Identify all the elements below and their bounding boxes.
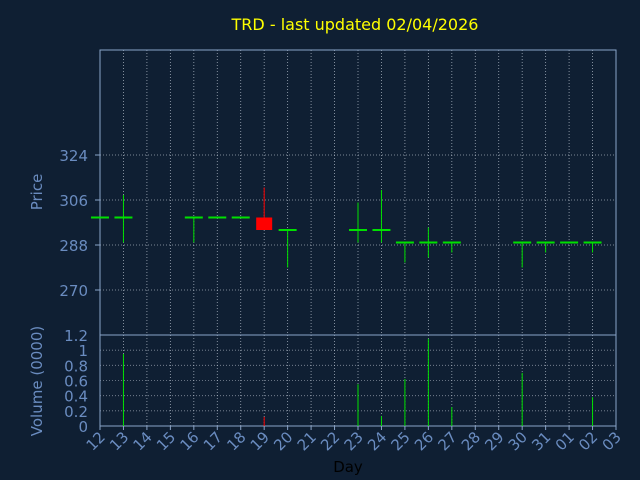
x-tick-label: 14 bbox=[130, 428, 156, 454]
x-axis: 1213141516171819202122232425262728293031… bbox=[83, 426, 625, 454]
x-tick-label: 24 bbox=[364, 428, 390, 454]
x-tick-label: 28 bbox=[458, 428, 484, 454]
volume-tick-label: 0.6 bbox=[64, 373, 88, 391]
price-axis-label: Price bbox=[28, 174, 46, 211]
volume-axis-label: Volume (0000) bbox=[28, 326, 46, 436]
candle-body bbox=[256, 217, 273, 230]
volume-panel: 00.20.40.60.811.2 bbox=[64, 327, 617, 436]
x-tick-label: 30 bbox=[505, 428, 531, 454]
x-tick-label: 31 bbox=[528, 428, 554, 454]
x-tick-label: 02 bbox=[575, 428, 601, 454]
x-tick-label: 25 bbox=[388, 428, 414, 454]
x-tick-label: 26 bbox=[411, 428, 437, 454]
x-tick-label: 23 bbox=[341, 428, 367, 454]
volume-tick-label: 1.2 bbox=[64, 327, 88, 345]
x-tick-label: 21 bbox=[294, 428, 320, 454]
x-tick-label: 27 bbox=[434, 428, 460, 454]
x-tick-label: 19 bbox=[247, 428, 273, 454]
volume-tick-label: 0.2 bbox=[64, 403, 88, 421]
x-tick-label: 18 bbox=[223, 428, 249, 454]
x-tick-label: 22 bbox=[317, 428, 343, 454]
volume-tick-label: 1 bbox=[78, 342, 88, 360]
x-tick-label: 13 bbox=[106, 428, 132, 454]
price-tick-label: 306 bbox=[59, 192, 88, 210]
x-axis-label: Day bbox=[333, 458, 363, 476]
x-tick-label: 03 bbox=[599, 428, 625, 454]
chart-title: TRD - last updated 02/04/2026 bbox=[231, 15, 479, 34]
volume-tick-label: 0.8 bbox=[64, 357, 88, 375]
x-tick-label: 17 bbox=[200, 428, 226, 454]
price-panel: 270 288 306 324 bbox=[59, 49, 617, 336]
volume-tick-label: 0 bbox=[78, 418, 88, 436]
price-tick-label: 324 bbox=[59, 147, 88, 165]
x-tick-label: 29 bbox=[481, 428, 507, 454]
price-tick-label: 270 bbox=[59, 282, 88, 300]
x-tick-label: 01 bbox=[552, 428, 578, 454]
x-tick-label: 20 bbox=[270, 428, 296, 454]
volume-tick-label: 0.4 bbox=[64, 388, 88, 406]
x-tick-label: 15 bbox=[153, 428, 179, 454]
price-tick-label: 288 bbox=[59, 237, 88, 255]
x-tick-label: 16 bbox=[176, 428, 202, 454]
